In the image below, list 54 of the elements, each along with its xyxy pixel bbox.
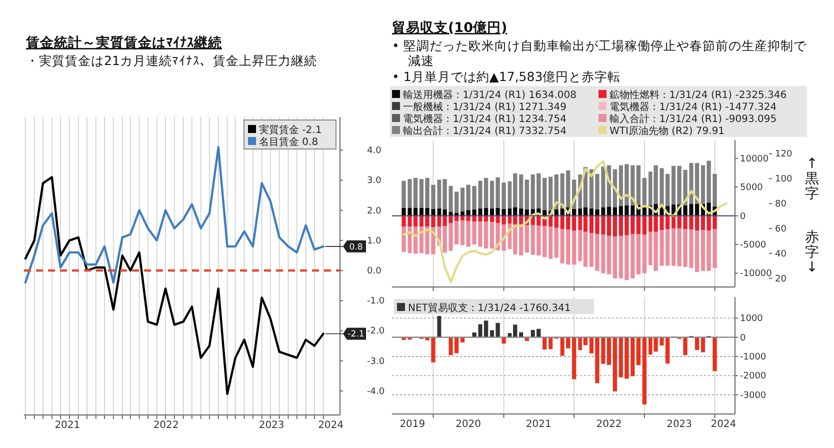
y-tick-label: 10000 [740,154,769,164]
y-tick-label: 1.0 [367,236,382,246]
y-tick-label: 0 [740,212,746,222]
chart-title: 賃金統計～実質賃金はﾏｲﾅｽ継続 [25,34,222,51]
text: ↑黒字 [805,156,819,202]
legend-label: NET貿易収支 : 1/31/24 -1760.341 [408,302,571,314]
x-tick-label: 2021 [526,419,552,430]
y2-tick-label: 100 [775,174,792,185]
annotation: -2.1 [348,330,364,340]
annotation: 0.8 [349,242,363,252]
legend-label: 輸入合計 : 1/31/24 (R1) -9093.095 [610,113,777,125]
legend-label: 鉱物性燃料 : 1/31/24 (R1) -2325.346 [610,89,787,101]
y-tick-label: 1000 [740,314,764,324]
y2-tick-label: 60 [775,224,787,234]
y-tick-label: 3.0 [367,176,382,186]
y-tick-label: -5000 [740,240,766,251]
x-tick-label: 2023 [258,420,284,431]
legend-label: 輸出合計 : 1/31/24 (R1) 7332.754 [403,125,566,137]
x-tick-label: 2022 [153,420,179,431]
y2-tick-label: 80 [775,200,787,210]
y-tick-label: -2000 [740,372,766,382]
legend-label: 輸送用機器 : 1/31/24 (R1) 1634.008 [403,89,576,101]
y-tick-label: 0.0 [367,266,382,277]
x-tick-label: 2024 [318,420,344,431]
legend-label: 電気機器 : 1/31/24 (R1) -1477.324 [610,101,777,113]
y-tick-label: -2.0 [367,326,385,337]
y-tick-label: -4.0 [367,386,385,397]
legend-label: 実質賃金 -2.1 [259,124,322,136]
x-tick-label: 2022 [596,419,622,430]
chart-title: 貿易収支(10億円) [391,19,508,36]
y-tick-label: 2.0 [367,206,382,216]
y2-tick-label: 20 [775,274,787,284]
text: 赤字↓ [805,229,819,276]
x-tick-label: 2020 [456,419,482,430]
x-tick-label: 2019 [400,419,426,430]
y-tick-label: -3.0 [367,356,385,367]
y-tick-label: 5000 [740,183,764,194]
y-tick-label: 0 [740,333,746,344]
y-tick-label: -1.0 [367,296,385,307]
x-tick-label: 2023 [666,419,692,430]
chart-subtitle: ・実質賃金は21カ月連続ﾏｲﾅｽ、賃金上昇圧力継続 [26,53,317,68]
y-tick-label: 4.0 [367,146,382,156]
y-tick-label: -10000 [740,269,772,280]
y-tick-label: -3000 [740,390,766,401]
legend-label: 電気機器 : 1/31/24 (R1) 1234.754 [403,113,566,125]
x-tick-label: 2021 [54,420,80,431]
chart-subtitle: • 堅調だった欧米向け自動車輸出が工場稼働停止や春節前の生産抑制で減速 • 1月単月では約▲17,583億円と赤字転 [392,38,808,84]
legend-label: 一般機械 : 1/31/24 (R1) 1271.349 [403,101,566,113]
legend-label: 名目賃金 0.8 [259,136,318,148]
x-tick-label: 2024 [710,419,736,430]
y-tick-label: -1000 [740,352,766,362]
y2-tick-label: 40 [775,249,787,260]
y2-tick-label: 120 [775,150,792,160]
legend-label: WTI原油先物 (R2) 79.91 [610,125,725,137]
